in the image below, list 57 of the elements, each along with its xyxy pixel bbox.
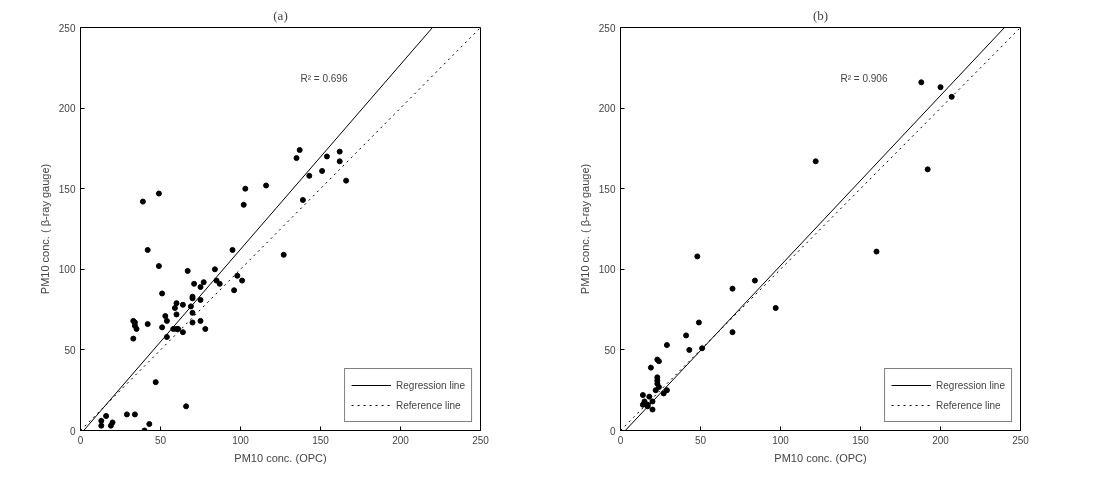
point <box>695 319 702 326</box>
point <box>646 393 653 400</box>
x-tick-label: 50 <box>694 434 707 446</box>
point <box>812 158 819 165</box>
point <box>699 345 706 352</box>
x-tick-label: 50 <box>154 434 167 446</box>
point <box>751 277 758 284</box>
x-tick-label: 200 <box>392 434 410 446</box>
point <box>694 253 701 260</box>
point <box>729 285 736 292</box>
point <box>639 392 646 399</box>
point <box>652 387 659 394</box>
y-axis-title: PM10 conc. ( β-ray gauge) <box>578 163 591 295</box>
legend-label: Reference line <box>396 399 461 411</box>
x-tick-label: 100 <box>772 434 790 446</box>
point <box>663 342 670 349</box>
x-tick-label: 150 <box>852 434 870 446</box>
chart-title: (b) <box>812 7 829 23</box>
y-tick-label: 50 <box>64 344 76 356</box>
chart-title: (a) <box>273 7 288 23</box>
point <box>772 304 779 311</box>
point <box>873 248 880 255</box>
x-axis-title: PM10 conc. (OPC) <box>774 451 867 464</box>
y-tick-label: 0 <box>69 425 76 437</box>
y-tick-label: 0 <box>609 425 616 437</box>
y-tick-label: 100 <box>58 264 76 276</box>
x-tick-label: 250 <box>472 434 490 446</box>
annotation: R² = 0.696 <box>300 72 348 84</box>
point <box>649 406 656 413</box>
x-tick-label: 0 <box>77 434 84 446</box>
point <box>729 329 736 336</box>
y-axis-title: PM10 conc. ( β-ray gauge) <box>38 163 51 295</box>
y-tick-label: 250 <box>58 22 76 34</box>
y-tick-label: 150 <box>58 183 76 195</box>
legend-label: Regression line <box>936 379 1005 391</box>
y-tick-label: 200 <box>598 103 616 115</box>
y-tick-label: 150 <box>598 183 616 195</box>
legend-label: Reference line <box>936 399 1001 411</box>
x-tick-label: 0 <box>617 434 624 446</box>
point <box>647 364 654 371</box>
x-tick-label: 250 <box>1012 434 1030 446</box>
point <box>948 93 955 100</box>
point <box>683 332 690 339</box>
x-axis-title: PM10 conc. (OPC) <box>234 451 327 464</box>
point <box>937 84 944 91</box>
legend-label: Regression line <box>396 379 465 391</box>
point <box>924 166 931 173</box>
x-tick-label: 150 <box>312 434 330 446</box>
point <box>918 79 925 86</box>
y-tick-label: 200 <box>58 103 76 115</box>
x-tick-label: 100 <box>232 434 250 446</box>
y-tick-label: 250 <box>598 22 616 34</box>
annotation: R² = 0.906 <box>840 72 888 84</box>
x-tick-label: 200 <box>932 434 950 446</box>
point <box>686 346 693 353</box>
y-tick-label: 100 <box>598 264 616 276</box>
y-tick-label: 50 <box>604 344 616 356</box>
